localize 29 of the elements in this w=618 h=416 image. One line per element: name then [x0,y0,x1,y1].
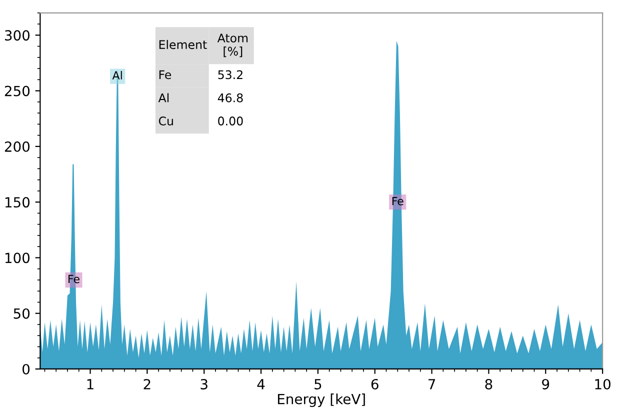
y-tick-label: 300 [4,30,30,41]
annotation: Element [159,40,207,50]
x-tick-label: 3 [200,378,208,390]
x-tick-label: 2 [144,378,150,390]
x-tick-label: 10 [595,378,610,390]
y-tick-label: 100 [5,252,30,264]
annotation: Cu [158,116,173,126]
x-tick-label: 4 [257,379,265,390]
x-tick-label: 6 [371,378,378,390]
annotation: Atom [%] [217,34,248,58]
annotation: Al [158,93,169,102]
y-tick-label: 250 [4,86,30,96]
y-tick-label: 150 [5,197,30,208]
annotation: Fe [159,70,172,80]
annotation: Fe [392,197,404,206]
annotation: 53.2 [218,70,242,80]
x-tick-label: 1 [87,379,94,390]
annotation: Fe [68,274,80,284]
x-tick-label: 5 [314,379,322,390]
x-tick-label: 9 [542,378,550,390]
y-tick-label: 0 [22,364,30,374]
x-tick-label: 7 [428,379,436,390]
y-tick-label: 50 [14,308,30,319]
annotation: 46.8 [218,93,243,102]
x-axis-title: Energy [keV] [278,394,365,407]
y-tick-label: 200 [4,141,30,152]
annotation: Al [112,70,122,80]
x-tick-label: 8 [485,378,492,390]
annotation: 0.00 [218,116,243,126]
